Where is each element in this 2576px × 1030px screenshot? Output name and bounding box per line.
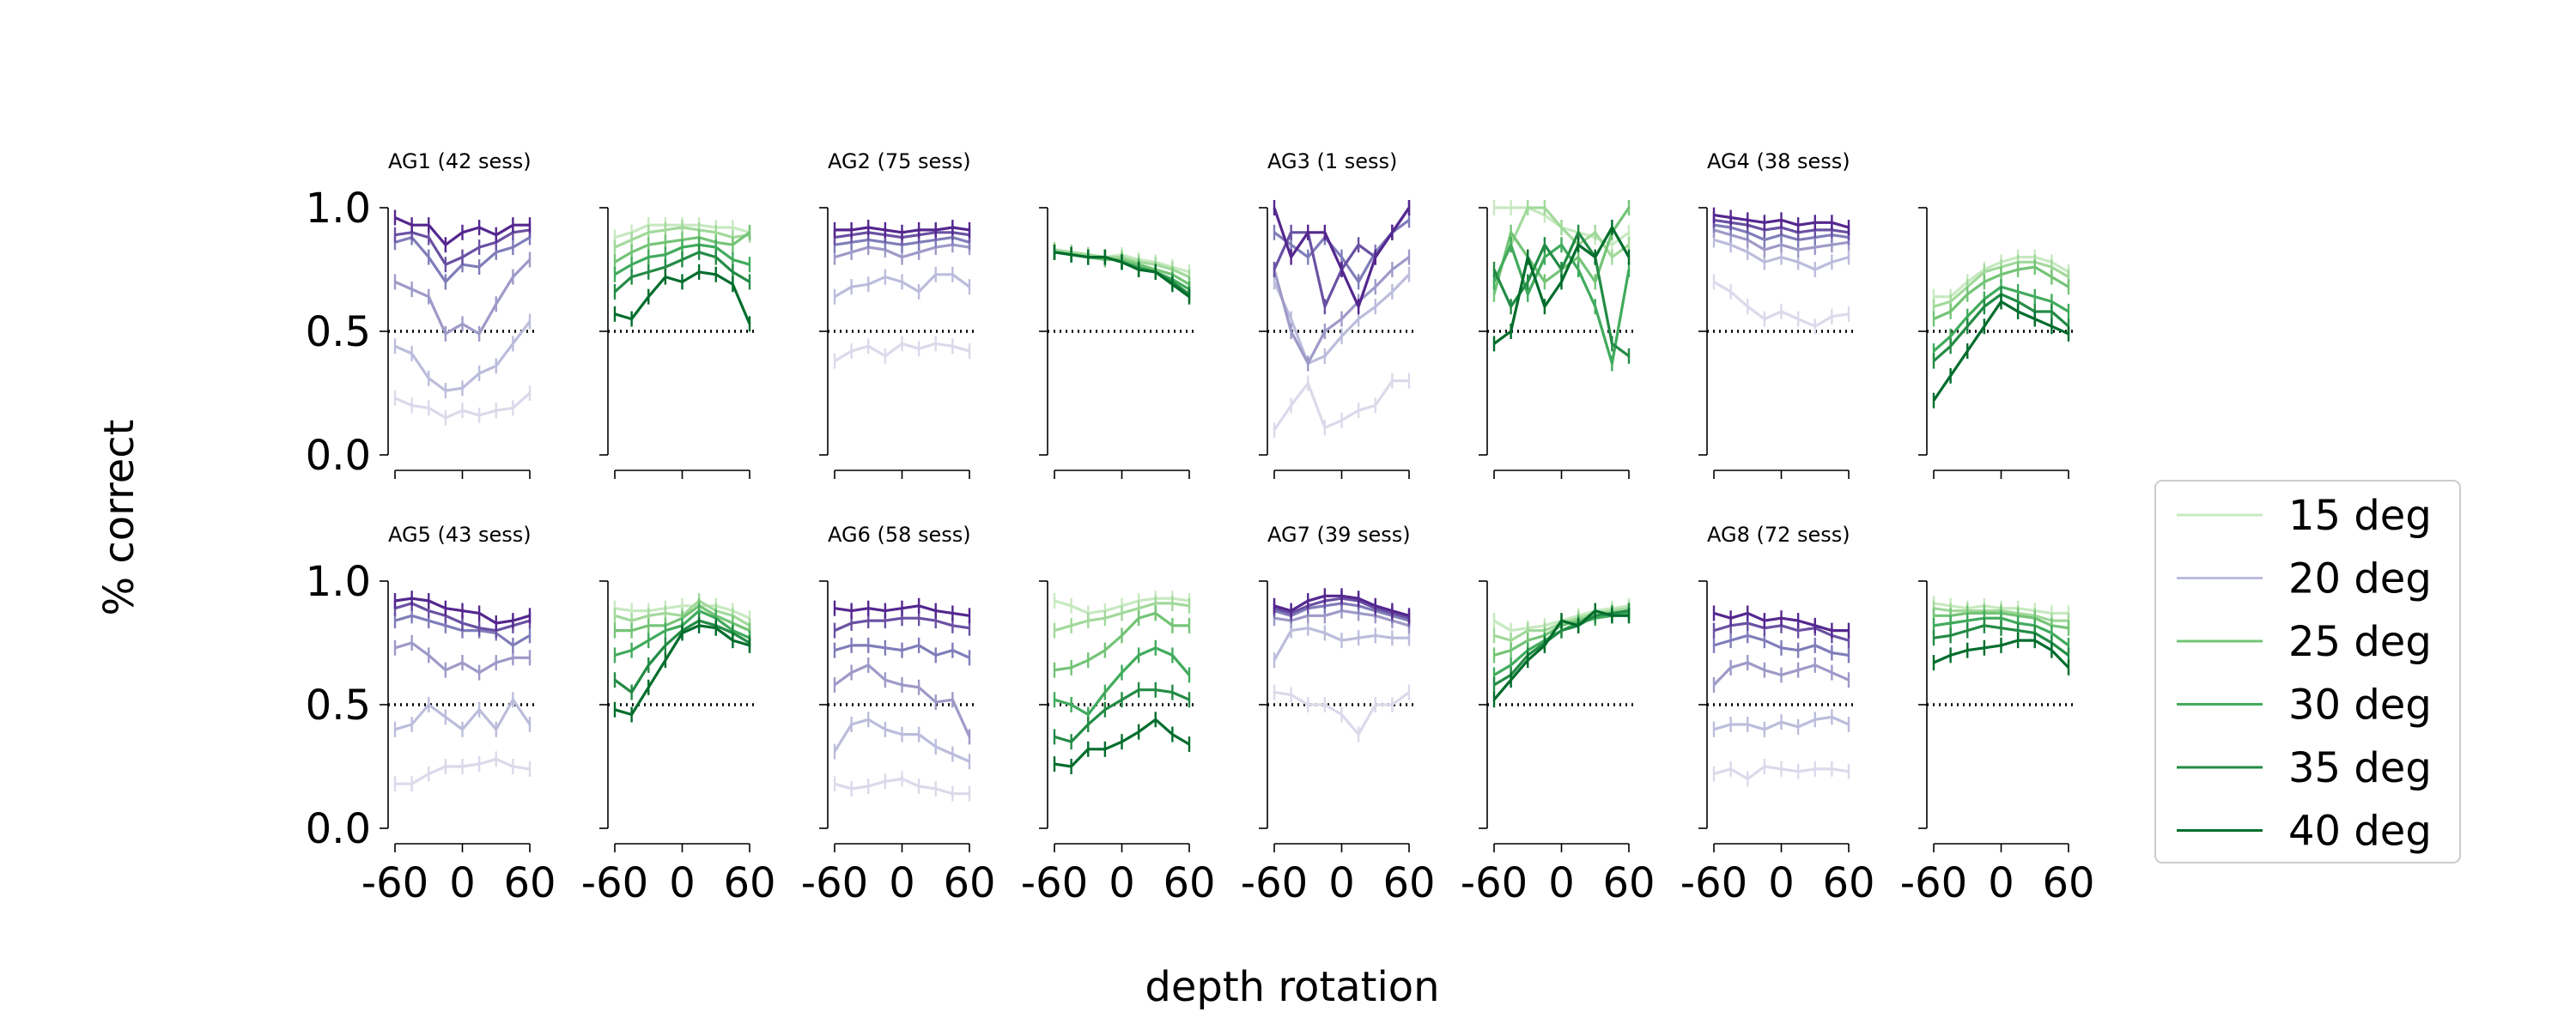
panel: AG3 (1 sess) <box>1259 149 1416 479</box>
x-tick-label: 0 <box>669 859 696 907</box>
panel: -60 0 60 <box>1461 580 1656 907</box>
panel <box>1039 207 1196 479</box>
legend-label: 30 deg <box>2288 682 2432 730</box>
panel <box>599 207 756 479</box>
series-line <box>1932 300 2069 402</box>
y-tick-label: 1.0 <box>306 558 371 606</box>
x-tick-label: 60 <box>723 859 775 907</box>
panel: AG2 (75 sess) <box>819 149 976 479</box>
legend-label: 15 deg <box>2288 492 2432 540</box>
panel-title: AG4 (38 sess) <box>1707 149 1850 173</box>
x-tick-label: 60 <box>1822 859 1874 907</box>
x-tick-label: 60 <box>1382 859 1435 907</box>
x-tick-label: 0 <box>1328 859 1355 907</box>
x-tick-label: 0 <box>1109 859 1135 907</box>
x-tick-label: -60 <box>1021 859 1088 907</box>
panel-title: AG8 (72 sess) <box>1707 523 1850 547</box>
panel-title: AG2 (75 sess) <box>828 149 971 173</box>
panel-title: AG1 (42 sess) <box>388 149 532 173</box>
y-tick-label: 0.5 <box>306 682 371 730</box>
x-tick-label: -60 <box>581 859 648 907</box>
panel-title: AG6 (58 sess) <box>828 523 971 547</box>
x-tick-label: 0 <box>889 859 915 907</box>
x-tick-label: 0 <box>1768 859 1795 907</box>
y-tick-label: 1.0 <box>306 185 371 233</box>
legend-label: 40 deg <box>2288 808 2432 856</box>
x-tick-label: -60 <box>1900 859 1967 907</box>
x-tick-label: 60 <box>1163 859 1215 907</box>
panel: AG1 (42 sess) 0.0 0.5 1.0 <box>306 149 537 480</box>
panel-title: AG5 (43 sess) <box>388 523 532 547</box>
panel: -60 0 60 <box>1021 580 1216 907</box>
panel: AG5 (43 sess) 0.0 0.5 1.0 -60 0 60 <box>306 523 556 907</box>
x-tick-label: -60 <box>1461 859 1528 907</box>
panel: AG6 (58 sess) -60 0 60 <box>801 523 996 907</box>
panel-title: AG3 (1 sess) <box>1267 149 1397 173</box>
panels-grid: AG1 (42 sess) 0.0 0.5 1.0 AG2 (75 sess) AG3 (… <box>306 149 2095 907</box>
legend-label: 25 deg <box>2288 618 2432 666</box>
y-axis-label: % correct <box>95 420 143 616</box>
x-tick-label: 60 <box>503 859 556 907</box>
panel: AG8 (72 sess) -60 0 60 <box>1680 523 1875 907</box>
panel: AG4 (38 sess) <box>1698 149 1856 479</box>
x-tick-label: 60 <box>943 859 995 907</box>
panel: -60 0 60 <box>1900 580 2095 907</box>
x-tick-label: 0 <box>1988 859 2014 907</box>
legend-label: 35 deg <box>2288 744 2432 792</box>
panel <box>1479 200 1636 479</box>
y-tick-label: 0.0 <box>306 432 371 480</box>
x-tick-label: 0 <box>1548 859 1575 907</box>
x-tick-label: -60 <box>801 859 868 907</box>
x-tick-label: 60 <box>2042 859 2094 907</box>
legend: 15 deg 20 deg 25 deg 30 deg 35 deg 40 deg <box>2154 480 2461 863</box>
y-tick-label: 0.5 <box>306 308 371 356</box>
panel <box>1918 207 2075 479</box>
x-tick-label: 0 <box>449 859 476 907</box>
series-line <box>834 663 971 738</box>
x-tick-label: -60 <box>1680 859 1747 907</box>
panel: -60 0 60 <box>581 580 776 907</box>
legend-label: 20 deg <box>2288 555 2432 603</box>
panel-title: AG7 (39 sess) <box>1267 523 1411 547</box>
y-tick-label: 0.0 <box>306 805 371 853</box>
panel: AG7 (39 sess) -60 0 60 <box>1241 523 1436 907</box>
x-tick-label: -60 <box>361 859 428 907</box>
x-tick-label: -60 <box>1241 859 1308 907</box>
x-axis-label: depth rotation <box>1145 963 1439 1011</box>
x-tick-label: 60 <box>1602 859 1655 907</box>
